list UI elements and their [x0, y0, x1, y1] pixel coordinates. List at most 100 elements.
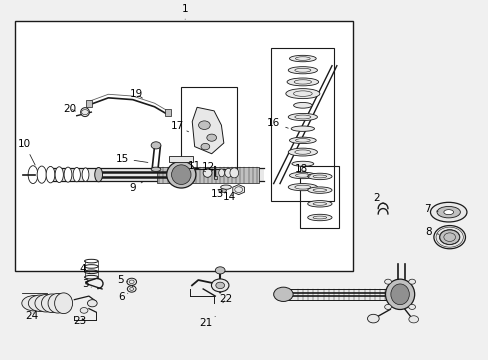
Bar	[271, 48, 334, 202]
Ellipse shape	[286, 78, 318, 86]
Ellipse shape	[433, 226, 465, 249]
Bar	[181, 87, 237, 169]
Ellipse shape	[289, 137, 316, 144]
Circle shape	[384, 305, 391, 310]
Ellipse shape	[287, 67, 317, 74]
Ellipse shape	[82, 168, 89, 181]
Circle shape	[198, 121, 210, 130]
Ellipse shape	[307, 173, 331, 180]
Text: 11: 11	[188, 161, 205, 172]
Ellipse shape	[439, 230, 459, 245]
Ellipse shape	[287, 184, 317, 191]
Circle shape	[408, 305, 415, 310]
Text: 24: 24	[25, 311, 39, 321]
Circle shape	[126, 278, 136, 285]
Ellipse shape	[293, 103, 311, 108]
Text: 22: 22	[219, 294, 232, 303]
Ellipse shape	[443, 210, 453, 215]
Text: 19: 19	[130, 89, 143, 99]
Ellipse shape	[81, 108, 89, 117]
Text: 4: 4	[80, 264, 90, 274]
Ellipse shape	[291, 161, 313, 166]
Text: 13: 13	[211, 189, 224, 199]
Circle shape	[408, 316, 418, 323]
Bar	[213, 176, 217, 179]
Ellipse shape	[48, 293, 67, 313]
Ellipse shape	[95, 167, 102, 182]
Text: 12: 12	[201, 162, 214, 172]
Ellipse shape	[429, 202, 466, 222]
Circle shape	[408, 279, 415, 284]
Ellipse shape	[385, 279, 414, 310]
Text: 6: 6	[118, 292, 127, 302]
Circle shape	[384, 279, 391, 284]
Text: 16: 16	[266, 118, 287, 128]
Ellipse shape	[37, 166, 46, 183]
Text: 23: 23	[73, 316, 86, 326]
Ellipse shape	[307, 201, 331, 207]
Ellipse shape	[73, 167, 80, 182]
Ellipse shape	[55, 167, 63, 183]
Ellipse shape	[436, 206, 459, 218]
Ellipse shape	[307, 187, 331, 193]
Text: 3: 3	[81, 279, 91, 289]
Circle shape	[211, 279, 228, 292]
Bar	[157, 167, 259, 183]
Ellipse shape	[289, 172, 316, 179]
Ellipse shape	[307, 214, 331, 221]
Ellipse shape	[28, 166, 38, 184]
Circle shape	[201, 143, 209, 150]
Ellipse shape	[287, 113, 317, 121]
Text: 8: 8	[424, 227, 438, 237]
Text: 15: 15	[115, 154, 147, 163]
Circle shape	[367, 314, 378, 323]
Ellipse shape	[290, 126, 314, 131]
Bar	[169, 156, 193, 162]
Text: 5: 5	[118, 275, 127, 285]
Text: 17: 17	[170, 121, 188, 132]
Ellipse shape	[220, 185, 231, 189]
Text: 14: 14	[222, 192, 235, 202]
Ellipse shape	[171, 165, 191, 184]
Text: 18: 18	[294, 164, 307, 174]
Ellipse shape	[218, 189, 226, 193]
Ellipse shape	[287, 148, 317, 156]
Ellipse shape	[285, 89, 319, 99]
Ellipse shape	[390, 284, 408, 305]
Text: 21: 21	[199, 316, 215, 328]
Circle shape	[215, 267, 224, 274]
Bar	[165, 109, 171, 116]
Ellipse shape	[166, 161, 196, 188]
Ellipse shape	[64, 167, 72, 182]
Ellipse shape	[46, 166, 55, 183]
Ellipse shape	[55, 293, 73, 314]
Ellipse shape	[224, 168, 232, 177]
Bar	[52, 168, 264, 181]
Ellipse shape	[35, 294, 57, 312]
Circle shape	[87, 300, 97, 307]
Ellipse shape	[218, 169, 224, 177]
Circle shape	[127, 286, 136, 292]
Ellipse shape	[203, 168, 211, 177]
Bar	[15, 21, 352, 271]
Polygon shape	[192, 107, 224, 154]
Bar	[300, 166, 339, 228]
Text: 7: 7	[424, 203, 437, 213]
Ellipse shape	[229, 168, 238, 178]
Bar	[86, 100, 92, 107]
Ellipse shape	[22, 296, 47, 311]
Bar	[287, 289, 404, 300]
Text: 2: 2	[373, 193, 384, 204]
Circle shape	[151, 142, 161, 149]
Text: 9: 9	[129, 182, 142, 193]
Ellipse shape	[41, 294, 62, 312]
Text: 20: 20	[63, 104, 76, 113]
Circle shape	[80, 307, 88, 313]
Text: 10: 10	[18, 139, 35, 165]
Ellipse shape	[289, 55, 316, 62]
Ellipse shape	[151, 167, 161, 171]
Circle shape	[273, 287, 292, 301]
Polygon shape	[232, 185, 244, 195]
Text: 1: 1	[182, 4, 188, 19]
Circle shape	[215, 282, 224, 289]
